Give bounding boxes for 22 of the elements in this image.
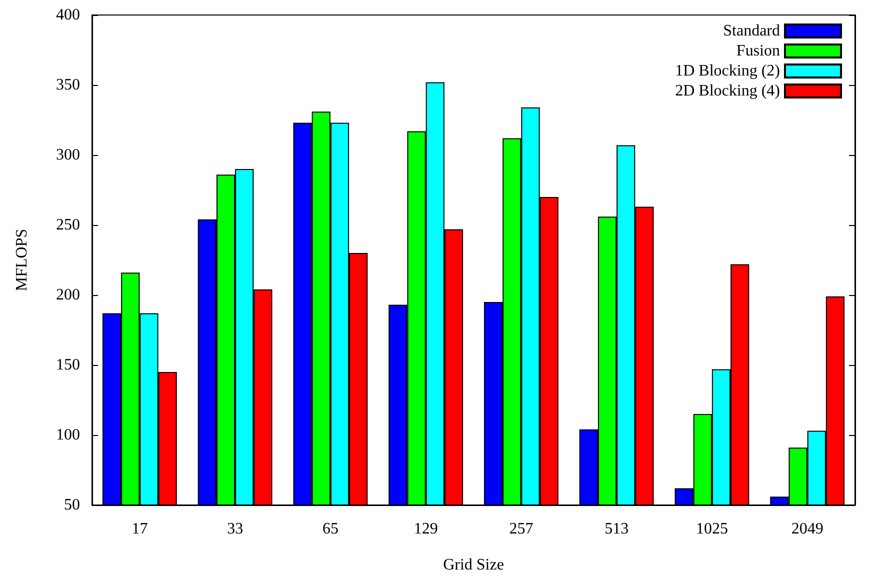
y-axis-title: MFLOPS: [14, 228, 30, 292]
legend-label: 2D Blocking (4): [675, 82, 780, 100]
legend-label: Standard: [723, 22, 780, 40]
y-tick-label: 100: [56, 426, 80, 444]
x-axis-title: Grid Size: [443, 556, 504, 574]
x-tick-label: 1025: [696, 520, 728, 538]
x-tick-label: 129: [414, 520, 438, 538]
x-tick-label: 257: [509, 520, 534, 538]
y-tick-label: 150: [56, 356, 80, 374]
x-tick-label: 17: [132, 520, 148, 538]
y-tick-label: 200: [56, 286, 80, 304]
y-tick-label: 250: [56, 216, 80, 234]
legend-label: 1D Blocking (2): [675, 62, 780, 80]
x-tick-label: 513: [604, 520, 629, 538]
legend-label: Fusion: [736, 42, 780, 60]
y-tick-label: 400: [56, 6, 80, 24]
x-tick-label: 2049: [791, 520, 824, 538]
x-tick-label: 65: [322, 520, 338, 538]
y-tick-label: 300: [56, 146, 80, 164]
y-tick-label: 350: [56, 76, 80, 94]
y-tick-label: 50: [64, 496, 80, 514]
x-tick-label: 33: [227, 520, 244, 538]
